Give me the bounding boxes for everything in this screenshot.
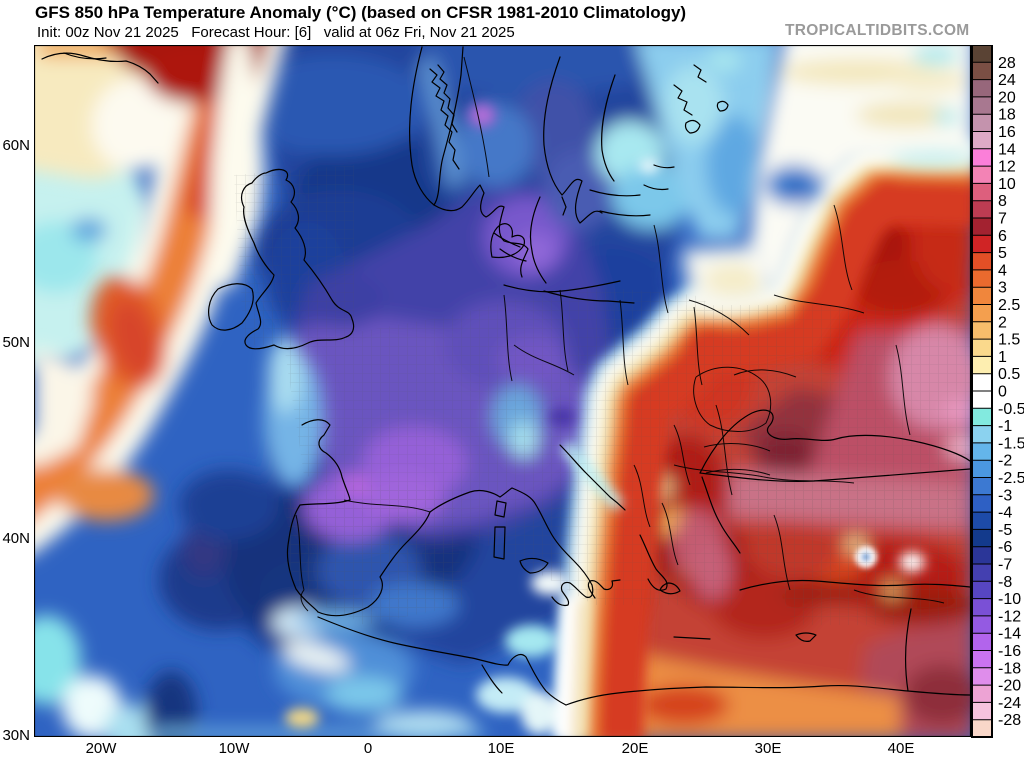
svg-text:-1.5: -1.5 <box>998 435 1024 452</box>
svg-text:18: 18 <box>998 107 1016 124</box>
svg-text:-4: -4 <box>998 505 1012 522</box>
svg-text:2.5: 2.5 <box>998 297 1020 314</box>
svg-text:-20: -20 <box>998 678 1021 695</box>
svg-text:-5: -5 <box>998 522 1012 539</box>
svg-text:16: 16 <box>998 124 1016 141</box>
svg-text:-6: -6 <box>998 539 1012 556</box>
svg-text:-18: -18 <box>998 660 1021 677</box>
svg-text:20: 20 <box>998 89 1016 106</box>
svg-text:-3: -3 <box>998 487 1012 504</box>
svg-text:0.5: 0.5 <box>998 366 1020 383</box>
svg-text:-1: -1 <box>998 418 1012 435</box>
svg-text:-7: -7 <box>998 557 1012 574</box>
svg-text:6: 6 <box>998 228 1007 245</box>
svg-text:28: 28 <box>998 55 1016 72</box>
svg-text:5: 5 <box>998 245 1007 262</box>
svg-text:-8: -8 <box>998 574 1012 591</box>
svg-text:14: 14 <box>998 141 1016 158</box>
svg-text:-10: -10 <box>998 591 1021 608</box>
svg-text:-2.5: -2.5 <box>998 470 1024 487</box>
svg-text:-0.5: -0.5 <box>998 401 1024 418</box>
svg-text:-14: -14 <box>998 626 1021 643</box>
svg-text:-28: -28 <box>998 712 1021 729</box>
svg-text:-16: -16 <box>998 643 1021 660</box>
svg-text:1.5: 1.5 <box>998 332 1020 349</box>
svg-text:24: 24 <box>998 72 1016 89</box>
svg-text:12: 12 <box>998 159 1016 176</box>
svg-text:-24: -24 <box>998 695 1021 712</box>
svg-text:0: 0 <box>998 384 1007 401</box>
svg-text:7: 7 <box>998 211 1007 228</box>
svg-text:3: 3 <box>998 280 1007 297</box>
svg-text:2: 2 <box>998 314 1007 331</box>
svg-text:4: 4 <box>998 262 1007 279</box>
svg-text:8: 8 <box>998 193 1007 210</box>
svg-text:-12: -12 <box>998 608 1021 625</box>
svg-text:10: 10 <box>998 176 1016 193</box>
svg-text:-2: -2 <box>998 453 1012 470</box>
svg-text:1: 1 <box>998 349 1007 366</box>
